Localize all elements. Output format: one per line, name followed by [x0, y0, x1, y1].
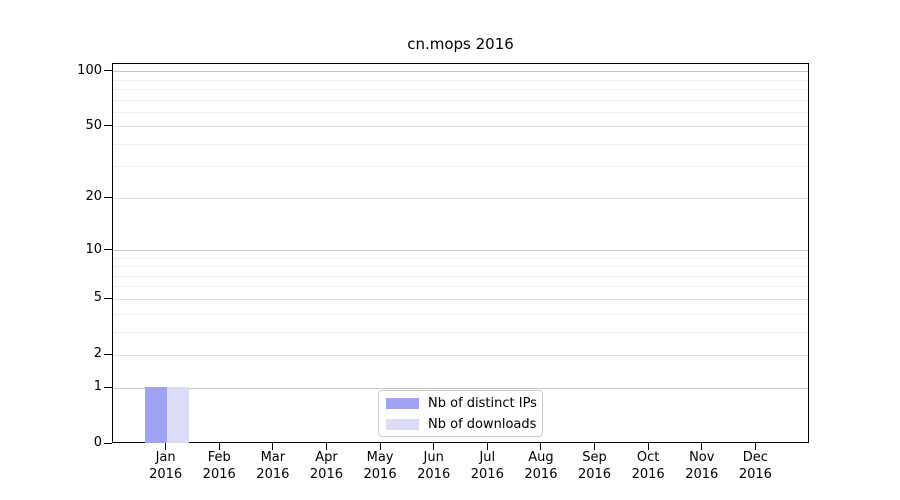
gridline-mid [113, 354, 808, 356]
y-tick-label: 10 [85, 241, 102, 257]
x-tick-mark [486, 443, 488, 450]
x-tick-mark [165, 443, 167, 450]
gridline-mid [113, 126, 808, 128]
bar-distinct-ips-jan [144, 387, 167, 443]
gridline-minor [113, 79, 808, 81]
legend: Nb of distinct IPs Nb of downloads [378, 390, 543, 437]
x-tick-mark [754, 443, 756, 450]
legend-swatch-distinct-ips [386, 397, 419, 409]
gridline-mid [113, 197, 808, 199]
x-tick-label: Jun 2016 [417, 450, 451, 482]
y-tick-label: 20 [85, 189, 102, 205]
x-tick-label: Oct 2016 [631, 450, 665, 482]
x-tick-label: May 2016 [363, 450, 397, 482]
x-tick-label: Apr 2016 [309, 450, 343, 482]
x-tick-label: Dec 2016 [738, 450, 772, 482]
gridline-minor [113, 266, 808, 268]
gridline-minor [113, 275, 808, 277]
x-tick-label: Mar 2016 [256, 450, 290, 482]
x-tick-label: Jul 2016 [470, 450, 504, 482]
legend-item-distinct-ips: Nb of distinct IPs [379, 394, 542, 412]
gridline-major [113, 250, 808, 252]
x-tick-label: Feb 2016 [202, 450, 236, 482]
y-tick-label: 0 [93, 435, 102, 450]
x-tick-label: Nov 2016 [685, 450, 719, 482]
y-tick-mark [104, 70, 112, 72]
legend-label-downloads: Nb of downloads [428, 416, 537, 432]
x-tick-label: Sep 2016 [577, 450, 612, 482]
y-tick-mark [104, 442, 112, 444]
y-tick-mark [104, 125, 112, 127]
gridline-mid [113, 298, 808, 300]
legend-item-downloads: Nb of downloads [379, 415, 542, 433]
gridline-minor [113, 257, 808, 259]
legend-swatch-downloads [386, 418, 419, 430]
x-tick-mark [325, 443, 327, 450]
gridline-minor [113, 88, 808, 90]
x-tick-mark [594, 443, 596, 450]
x-tick-mark [701, 443, 703, 450]
gridline-major [113, 387, 808, 389]
y-tick-label: 5 [93, 290, 102, 306]
y-tick-label: 100 [77, 62, 102, 78]
chart-title: cn.mops 2016 [407, 35, 514, 53]
gridline-minor [113, 313, 808, 315]
y-tick-mark [104, 386, 112, 388]
y-tick-label: 1 [93, 379, 102, 395]
bar-downloads-jan [166, 387, 189, 443]
plot-area [112, 63, 809, 443]
x-tick-mark [647, 443, 649, 450]
y-tick-mark [104, 196, 112, 198]
x-tick-mark [218, 443, 220, 450]
x-tick-mark [540, 443, 542, 450]
x-tick-mark [272, 443, 274, 450]
legend-label-distinct-ips: Nb of distinct IPs [428, 395, 537, 411]
y-tick-mark [104, 297, 112, 299]
gridline-minor [113, 331, 808, 333]
gridline-minor [113, 99, 808, 101]
x-tick-label: Jan 2016 [149, 450, 183, 482]
y-tick-mark [104, 353, 112, 355]
x-tick-label: Aug 2016 [524, 450, 558, 482]
x-tick-mark [433, 443, 435, 450]
y-tick-label: 2 [93, 346, 102, 362]
y-tick-mark [104, 249, 112, 251]
x-tick-mark [379, 443, 381, 450]
gridline-minor [113, 143, 808, 145]
gridline-minor [113, 166, 808, 168]
y-tick-label: 50 [85, 117, 102, 133]
gridline-minor [113, 111, 808, 113]
gridline-minor [113, 286, 808, 288]
gridline-major [113, 71, 808, 73]
